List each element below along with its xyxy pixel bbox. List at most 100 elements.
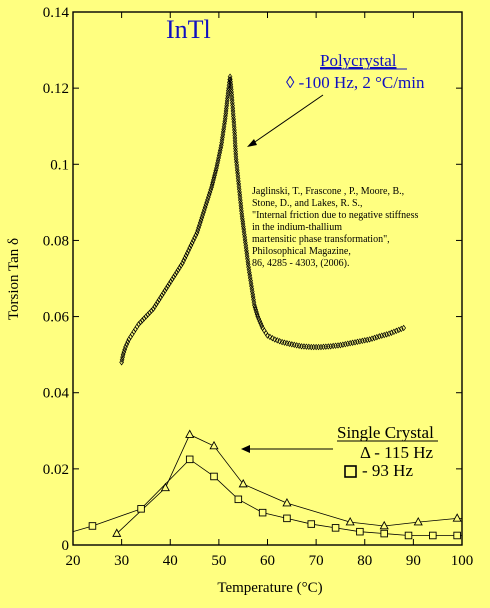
polycrystal-point [239, 210, 245, 217]
polycrystal-point [166, 280, 172, 288]
polycrystal-point [234, 158, 239, 166]
polycrystal-point [226, 84, 231, 92]
polycrystal-point [152, 303, 158, 310]
data-marks [73, 73, 462, 540]
polycrystal-point [350, 339, 355, 346]
polycrystal-point [244, 250, 250, 257]
series-115hz-point [160, 482, 170, 492]
polycrystal-point [250, 291, 256, 298]
polycrystal-point [252, 301, 257, 309]
polycrystal-point [248, 277, 253, 284]
polycrystal-point [372, 334, 377, 342]
polycrystal-point [357, 338, 363, 345]
polycrystal-point [240, 215, 245, 223]
series-93hz-point [210, 472, 218, 481]
y-tick-label: 0.1 [50, 157, 69, 173]
polycrystal-point [253, 306, 259, 313]
polycrystal-point [401, 324, 406, 332]
x-axis-label: Temperature (°C) [217, 580, 322, 596]
polycrystal-point [136, 320, 141, 328]
polycrystal-point [172, 271, 178, 278]
polycrystal-point [234, 167, 240, 174]
polycrystal-point [257, 317, 263, 325]
single-crystal-arrowhead [241, 445, 250, 453]
citation-line: 86, 4285 - 4303, (2006). [252, 258, 350, 269]
polycrystal-point [247, 269, 252, 276]
polycrystal-point [236, 177, 241, 185]
polycrystal-point [191, 237, 196, 244]
polycrystal-point [181, 257, 186, 264]
polycrystal-point [340, 341, 346, 348]
polycrystal-point [259, 322, 264, 329]
polycrystal-point [238, 202, 244, 209]
polycrystal-point [183, 252, 189, 259]
polycrystal-point [252, 304, 258, 311]
polycrystal-title: Polycrystal [320, 51, 397, 70]
polycrystal-point [247, 272, 253, 279]
legend-square-marker [344, 465, 357, 478]
polycrystal-point [138, 319, 143, 326]
polycrystal-point [241, 225, 247, 233]
axes: 20 30 40 50 60 70 80 90 100 0 0.02 0.04 0.06 0.08 0.1 0… [43, 5, 474, 569]
polycrystal-point [398, 325, 404, 333]
polycrystal-point [162, 287, 168, 294]
polycrystal-point [248, 280, 254, 287]
polycrystal-point [245, 255, 250, 263]
polycrystal-point [235, 175, 241, 182]
x-tick-label: 90 [406, 553, 421, 569]
x-tick-label: 20 [66, 553, 81, 569]
y-tick-label: 0.14 [43, 5, 70, 21]
polycrystal-point [396, 326, 402, 334]
polycrystal-point [230, 110, 236, 117]
citation-line: Stone, D., and Lakes, R. S., [252, 198, 363, 209]
polycrystal-point [230, 105, 236, 112]
y-tick-label: 0.02 [43, 462, 69, 478]
polycrystal-point [265, 332, 270, 339]
polycrystal-description: ◊ -100 Hz, 2 °C/min [286, 73, 425, 92]
polycrystal-point [165, 282, 171, 290]
polycrystal-point [272, 336, 278, 343]
polycrystal-point [174, 269, 179, 276]
polycrystal-point [188, 242, 194, 249]
polycrystal-point [231, 124, 237, 131]
polycrystal-point [147, 309, 152, 316]
x-tick-label: 80 [357, 553, 372, 569]
series-93hz-point [137, 505, 145, 513]
y-axis-label: Torsion Tan δ [6, 238, 22, 320]
series-115hz-point [112, 528, 122, 537]
polycrystal-point [193, 232, 199, 239]
series-115hz-point [413, 517, 423, 526]
x-tick-label: 40 [163, 553, 178, 569]
polycrystal-point [237, 191, 243, 198]
polycrystal-point [143, 313, 149, 320]
polycrystal-point [153, 301, 159, 308]
chart-title: InTl [166, 15, 211, 44]
polycrystal-point [242, 236, 248, 244]
series-115hz-point [209, 440, 219, 450]
polycrystal-point [369, 335, 375, 342]
y-tick-label: 0.08 [43, 233, 69, 249]
y-tick-label: 0.04 [43, 386, 70, 402]
polycrystal-point [125, 338, 131, 346]
polycrystal-point [192, 234, 197, 242]
polycrystal-point [229, 94, 235, 101]
polycrystal-point [182, 255, 188, 262]
polycrystal-point [169, 276, 175, 283]
polycrystal-point [158, 294, 163, 301]
series-93hz-point [307, 520, 316, 528]
polycrystal-point [141, 315, 147, 322]
polycrystal-point [386, 330, 392, 337]
polycrystal-point [168, 278, 174, 285]
series-115hz-point [185, 429, 195, 438]
polycrystal-point [187, 244, 193, 252]
single-crystal-115hz-label: Δ - 115 Hz [360, 443, 434, 462]
polycrystal-point [235, 172, 241, 179]
polycrystal-point [384, 331, 389, 338]
polycrystal-point [240, 220, 246, 228]
polycrystal-point [258, 320, 264, 327]
polycrystal-point [250, 293, 256, 301]
polycrystal-point [184, 249, 190, 257]
citation-line: Philosophical Magazine, [252, 246, 351, 257]
polycrystal-point [338, 341, 343, 349]
